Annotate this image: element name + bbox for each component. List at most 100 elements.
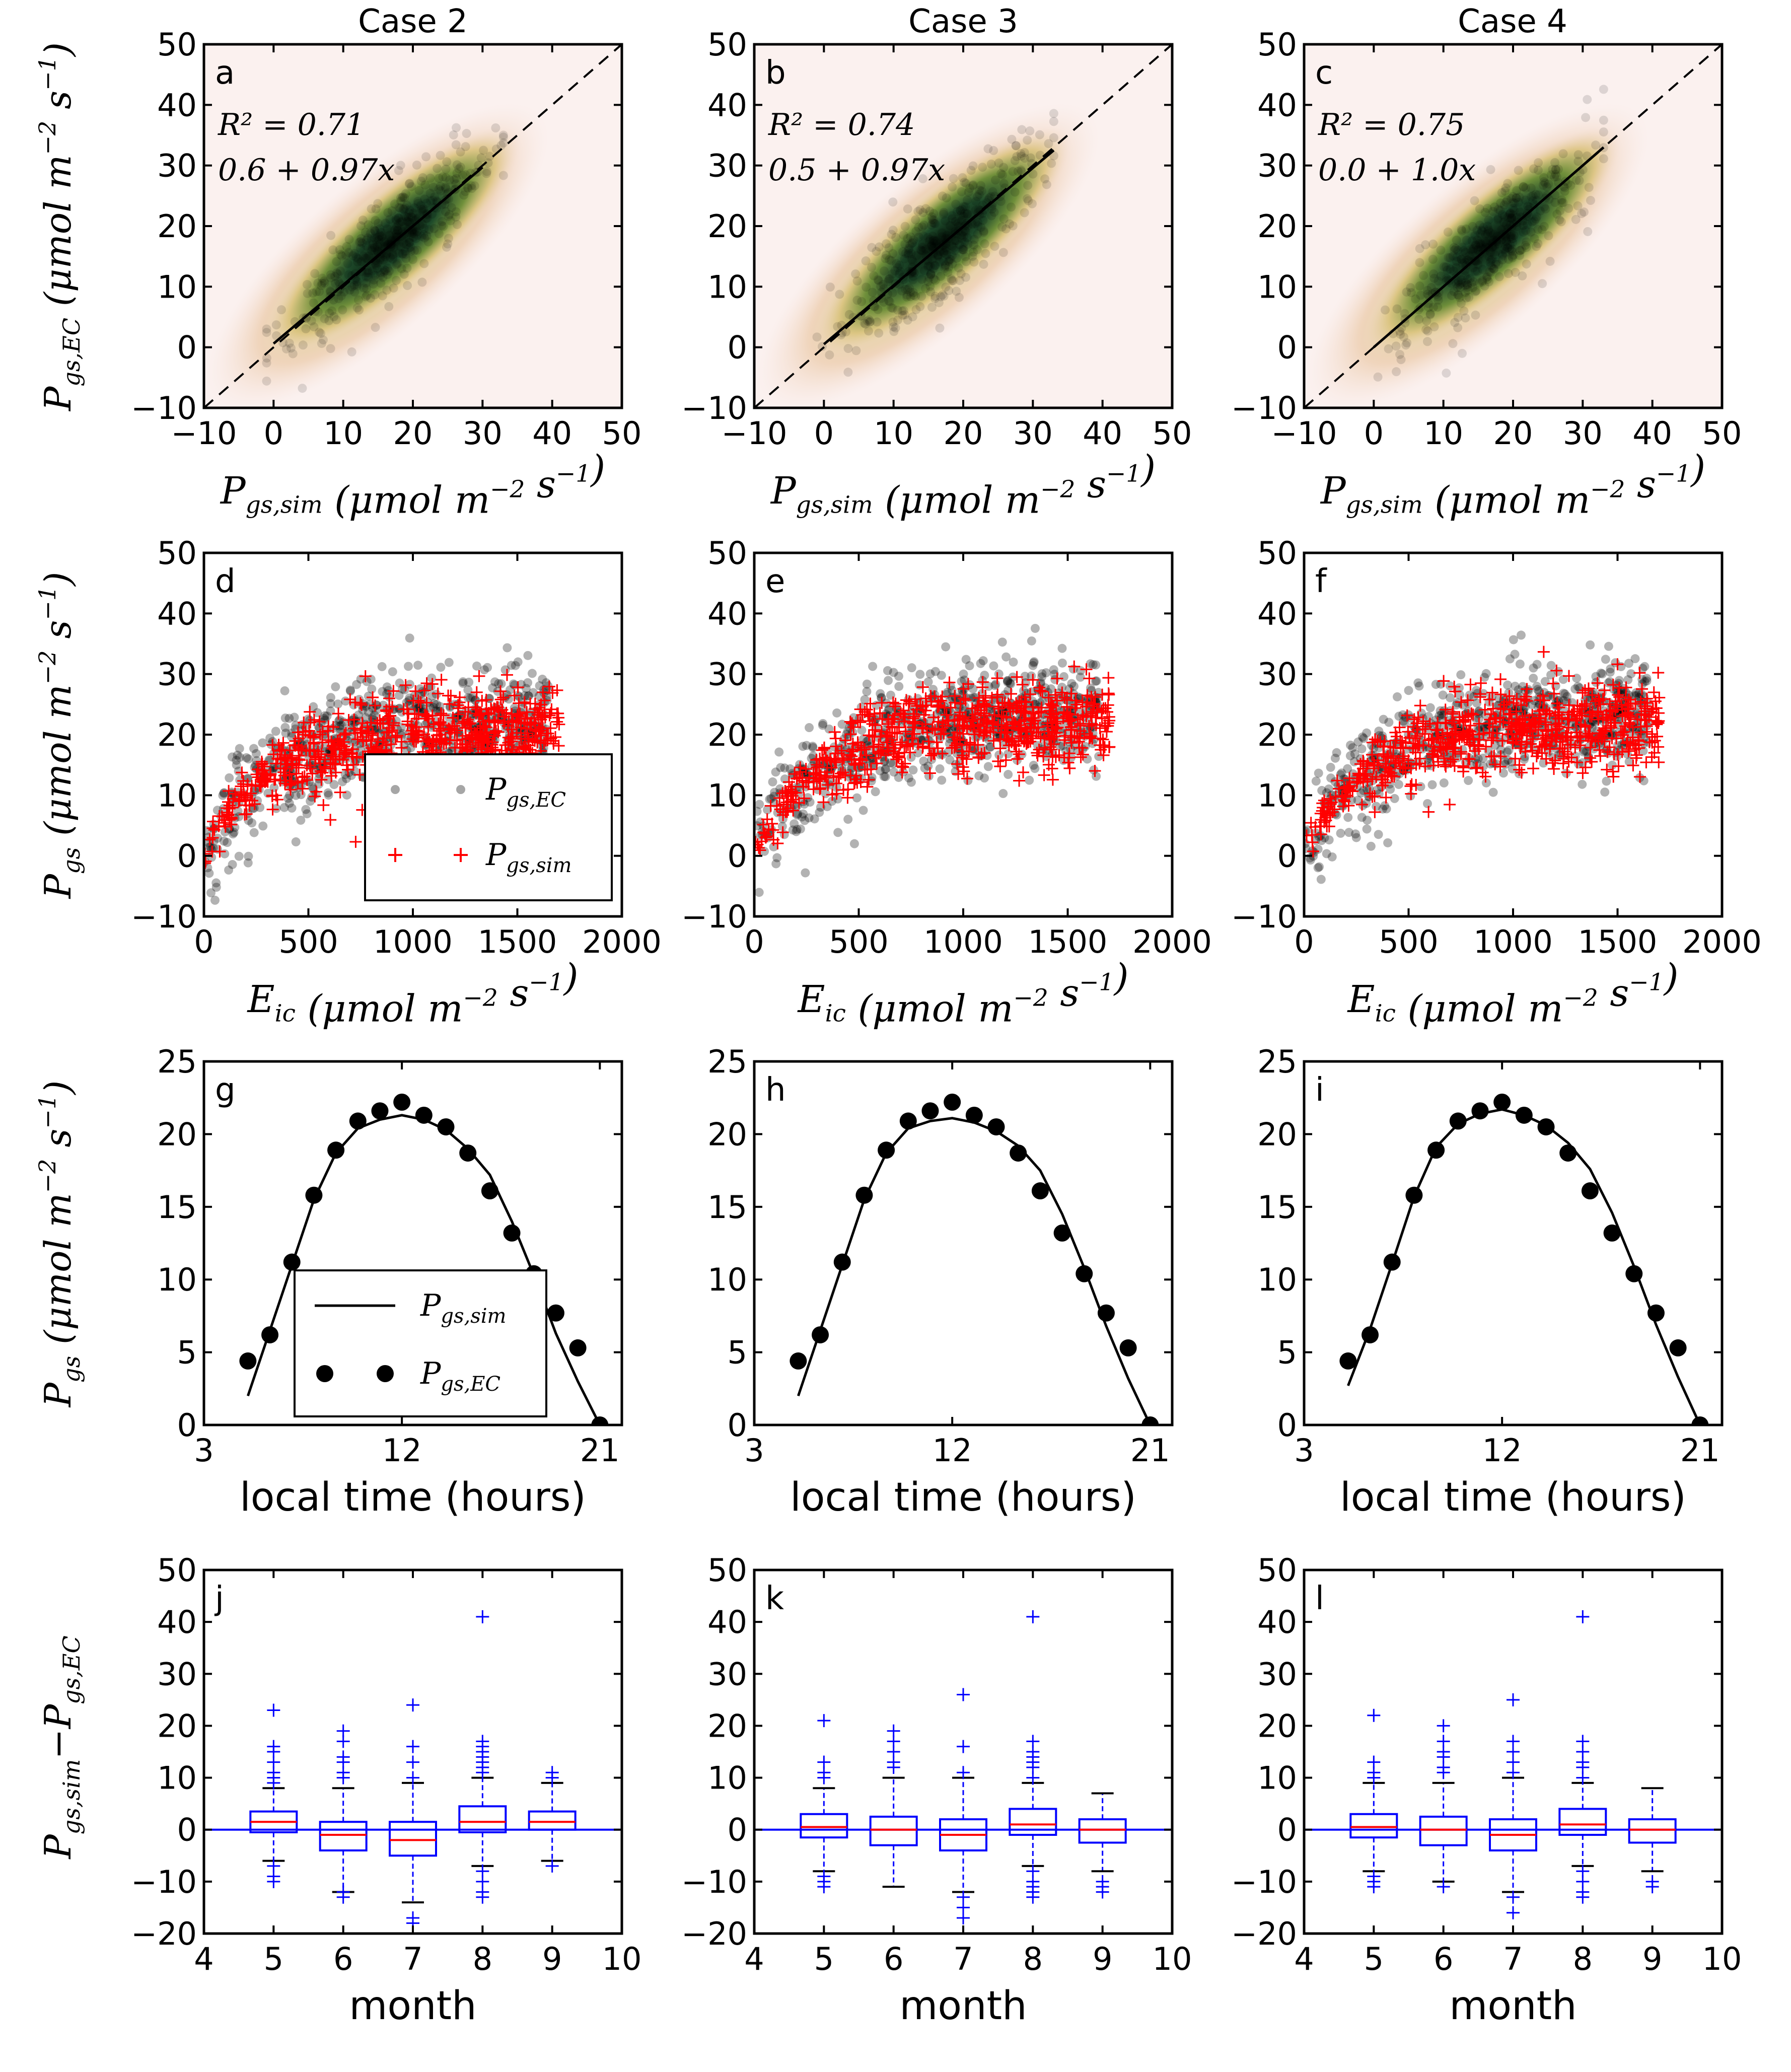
data-point-ec [800,816,809,825]
x-tick-label: 0 [194,923,213,960]
data-point-ec [987,160,996,169]
data-point-ec [299,340,308,349]
data-point-ec [224,866,233,875]
data-point-ec [499,171,508,180]
y-tick-label: 30 [707,656,747,693]
data-point-ec [310,269,319,278]
x-tick-label: 1000 [373,923,453,960]
data-point-ec [947,274,956,283]
data-point-ec [1399,332,1408,341]
data-point-ec [941,260,950,269]
data-point-ec [1598,669,1607,678]
data-point-ec [835,290,844,299]
data-point-ec [213,844,222,853]
data-point-ec [885,297,894,306]
data-point-ec [378,687,387,696]
data-point-ec [1457,299,1466,308]
data-point-ec [303,280,312,289]
data-point-ec [851,346,861,355]
x-tick-label: 10 [1423,415,1463,452]
data-point-ec [929,264,938,273]
data-point-ec [392,260,401,269]
data-point-ec [888,197,897,206]
data-point-ec [219,789,228,798]
data-point-ec [1001,653,1011,662]
data-point-ec [285,339,294,348]
data-point-ec [1452,236,1461,245]
data-point-ec [1506,232,1515,241]
data-point-ec [924,273,934,282]
data-point-ec [1363,816,1372,825]
data-point-ec [1314,863,1323,872]
data-point-ec [1059,672,1068,681]
data-point-ec [813,332,822,341]
data-point-ec [1440,778,1449,788]
data-point-ec [1591,140,1600,150]
data-point-ec [1544,179,1553,188]
data-point-ec [1076,673,1085,682]
data-point-ec [959,245,968,254]
fit-annotation: 0.6 + 0.97x [218,153,395,188]
data-point-ec [937,671,946,680]
data-point-ec [1547,661,1556,670]
data-point-ec [1414,315,1423,324]
data-point-ec [419,259,428,268]
r2-annotation: R² = 0.75 [1318,107,1465,142]
data-point-ec [235,744,244,753]
y-tick-label: 20 [707,717,747,753]
data-point-ec [232,760,241,769]
data-point-ec [1428,255,1438,264]
data-point-ec [1392,367,1401,376]
data-point-ec [1444,253,1453,262]
data-point-ec [331,682,340,691]
y-tick-label: 50 [707,535,747,571]
data-point-ec [1001,225,1011,234]
plot-content [165,44,622,456]
data-point-ec [1548,165,1557,174]
data-point-ec [810,814,819,823]
data-point-ec [962,257,971,266]
x-tick-label: 50 [1153,415,1192,452]
y-tick-label: −10 [1231,390,1297,426]
data-point-ec [1559,149,1568,158]
data-point-ec [980,239,989,248]
data-point-ec [404,662,413,671]
data-point-ec [1466,274,1475,283]
data-point-ec [388,667,397,676]
row1-x-label: Pgs,sim (μmol m−2 s−1) [770,447,1156,522]
data-point-ec [384,302,393,311]
data-point-ec [415,684,424,693]
data-point-ec [867,263,876,272]
data-point-ec [948,182,957,191]
data-point-ec [370,290,379,299]
data-point-ec [1506,655,1515,664]
data-point-ec [853,276,862,285]
data-point-ec [833,828,842,837]
panel-letter-c: c [1315,54,1333,92]
data-point-ec [994,750,1004,759]
data-point-ec [1498,210,1507,219]
y-tick-label: 10 [1257,268,1297,305]
data-point-ec [1382,804,1391,813]
r2-annotation: R² = 0.74 [768,107,915,142]
y-tick-label: 10 [157,268,197,305]
data-point-ec [523,651,532,660]
data-point-ec [242,753,251,762]
data-point-ec [952,236,961,245]
data-point-ec [400,270,409,279]
y-tick-label: 0 [1277,329,1297,366]
fit-annotation: 0.5 + 0.97x [768,153,945,188]
data-point-ec [1509,635,1518,644]
data-point-ec [930,294,940,303]
data-point-ec [373,264,382,273]
data-point-ec [345,235,354,244]
x-tick-label: 50 [1702,415,1742,452]
data-point-ec [1523,220,1532,229]
data-point-ec [394,166,403,175]
data-point-ec [1500,760,1510,769]
data-point-ec [1442,369,1451,378]
data-point-ec [1025,126,1034,135]
data-point-ec [1394,780,1403,789]
